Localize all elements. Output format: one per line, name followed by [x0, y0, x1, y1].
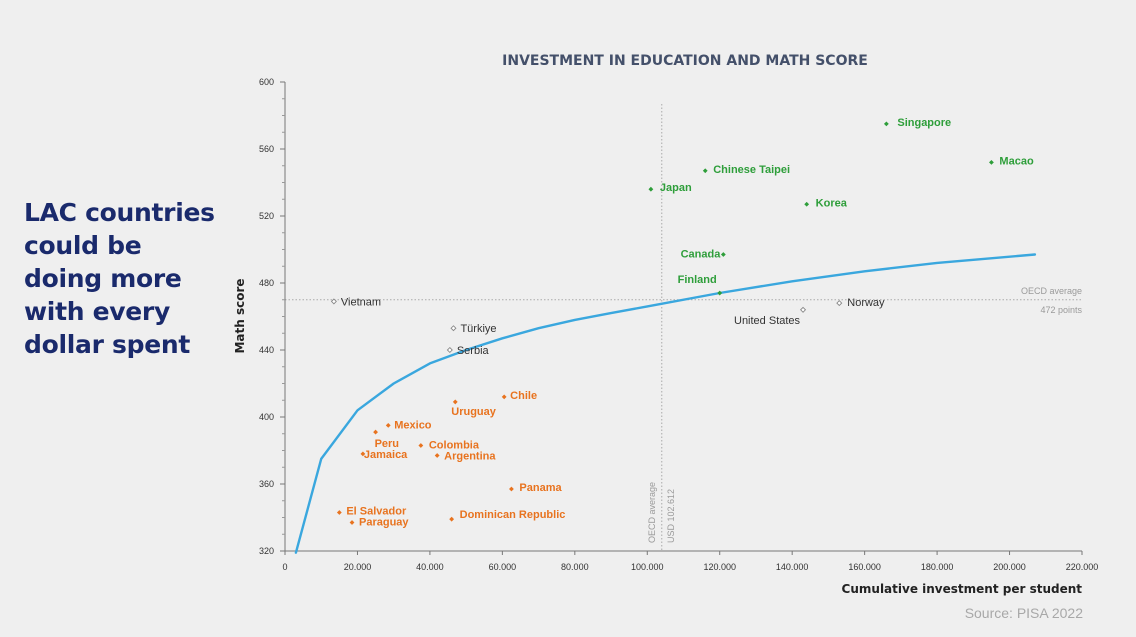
- point-argentina: [434, 453, 440, 458]
- label-el-salvador: El Salvador: [346, 505, 407, 517]
- label-finland: Finland: [678, 274, 717, 286]
- y-tick-label: 520: [259, 211, 274, 221]
- x-tick-label: 40.000: [416, 562, 444, 572]
- point-mexico: [385, 422, 391, 428]
- x-tick-label: 160.000: [848, 562, 881, 572]
- label-uruguay: Uruguay: [451, 406, 497, 418]
- x-tick-label: 80.000: [561, 562, 589, 572]
- point-singapore: [883, 121, 889, 127]
- label-mexico: Mexico: [394, 419, 432, 431]
- x-tick-label: 200.000: [993, 562, 1026, 572]
- point-serbia: [446, 346, 453, 354]
- point-finland: [717, 290, 723, 296]
- label-argentina: Argentina: [444, 451, 496, 463]
- point-jamaica: [360, 451, 366, 457]
- point-norway: [836, 300, 843, 307]
- label-colombia: Colombia: [429, 439, 480, 451]
- trend-curve: [294, 253, 1037, 554]
- y-tick-label: 400: [259, 412, 274, 422]
- point-macao: [989, 160, 994, 165]
- label-chinese-taipei: Chinese Taipei: [713, 164, 790, 176]
- point-korea: [804, 201, 810, 207]
- y-axis-label: Math score: [233, 278, 247, 353]
- point-paraguay: [349, 520, 355, 525]
- label-chile: Chile: [510, 390, 537, 402]
- y-tick-label: 320: [259, 546, 274, 556]
- point-chinese-taipei: [702, 168, 708, 174]
- chart-title: INVESTMENT IN EDUCATION AND MATH SCORE: [502, 53, 868, 69]
- label-japan: Japan: [660, 182, 692, 194]
- point-peru: [373, 429, 378, 435]
- y-tick-label: 600: [259, 77, 274, 87]
- x-tick-label: 220.000: [1066, 562, 1099, 572]
- x-tick-label: 140.000: [776, 562, 809, 572]
- label-dominican-republic: Dominican Republic: [460, 509, 566, 521]
- label-singapore: Singapore: [897, 117, 951, 129]
- y-tick-label: 560: [259, 144, 274, 154]
- headline-text: LAC countries could be doing more with e…: [24, 198, 215, 359]
- y-tick-label: 480: [259, 278, 274, 288]
- x-axis-label: Cumulative investment per student: [842, 582, 1083, 596]
- label-vietnam: Vietnam: [341, 296, 381, 308]
- x-tick-label: 180.000: [921, 562, 954, 572]
- point-dominican-republic: [449, 516, 455, 522]
- label-korea: Korea: [816, 197, 848, 209]
- point-colombia: [418, 443, 424, 448]
- oecd-average-points-label: 472 points: [1040, 305, 1082, 315]
- source-note: Source: PISA 2022: [965, 605, 1084, 621]
- oecd-average-vertical-label: OECD average: [647, 482, 657, 543]
- point-uruguay: [452, 399, 458, 405]
- point-el-salvador: [336, 510, 342, 515]
- x-tick-label: 100.000: [631, 562, 664, 572]
- point-chile: [501, 394, 507, 400]
- axes: 320 360 400 440 480 520 560 600 0 20.000 40.000 60.…: [259, 77, 1098, 572]
- label-macao: Macao: [999, 155, 1034, 167]
- reference-lines: OECD average 472 points OECD average USD 10…: [285, 104, 1082, 551]
- data-points: Singapore Macao Chinese Taipei Japan Korea Ca…: [330, 117, 1034, 529]
- point-united-states: [800, 306, 807, 313]
- trend-curve-group: [294, 253, 1037, 554]
- point-panama: [509, 486, 514, 492]
- x-tick-label: 20.000: [344, 562, 372, 572]
- point-t-rkiye: [450, 325, 457, 332]
- label-t-rkiye: Türkiye: [460, 323, 496, 335]
- point-vietnam: [330, 298, 337, 305]
- label-united-states: United States: [734, 315, 801, 327]
- label-paraguay: Paraguay: [359, 517, 409, 529]
- label-panama: Panama: [519, 482, 562, 494]
- label-peru: Peru: [375, 438, 399, 450]
- y-tick-label: 440: [259, 345, 274, 355]
- label-canada: Canada: [681, 249, 722, 261]
- oecd-average-horizontal-label: OECD average: [1021, 286, 1082, 296]
- x-tick-label: 120.000: [703, 562, 736, 572]
- y-tick-label: 360: [259, 479, 274, 489]
- label-jamaica: Jamaica: [364, 449, 408, 461]
- point-japan: [648, 186, 654, 192]
- x-tick-label: 0: [282, 562, 287, 572]
- point-canada: [720, 252, 726, 257]
- label-norway: Norway: [847, 297, 885, 309]
- oecd-average-usd-label: USD 102.612: [666, 489, 676, 543]
- label-serbia: Serbia: [457, 345, 490, 357]
- x-tick-label: 60.000: [489, 562, 517, 572]
